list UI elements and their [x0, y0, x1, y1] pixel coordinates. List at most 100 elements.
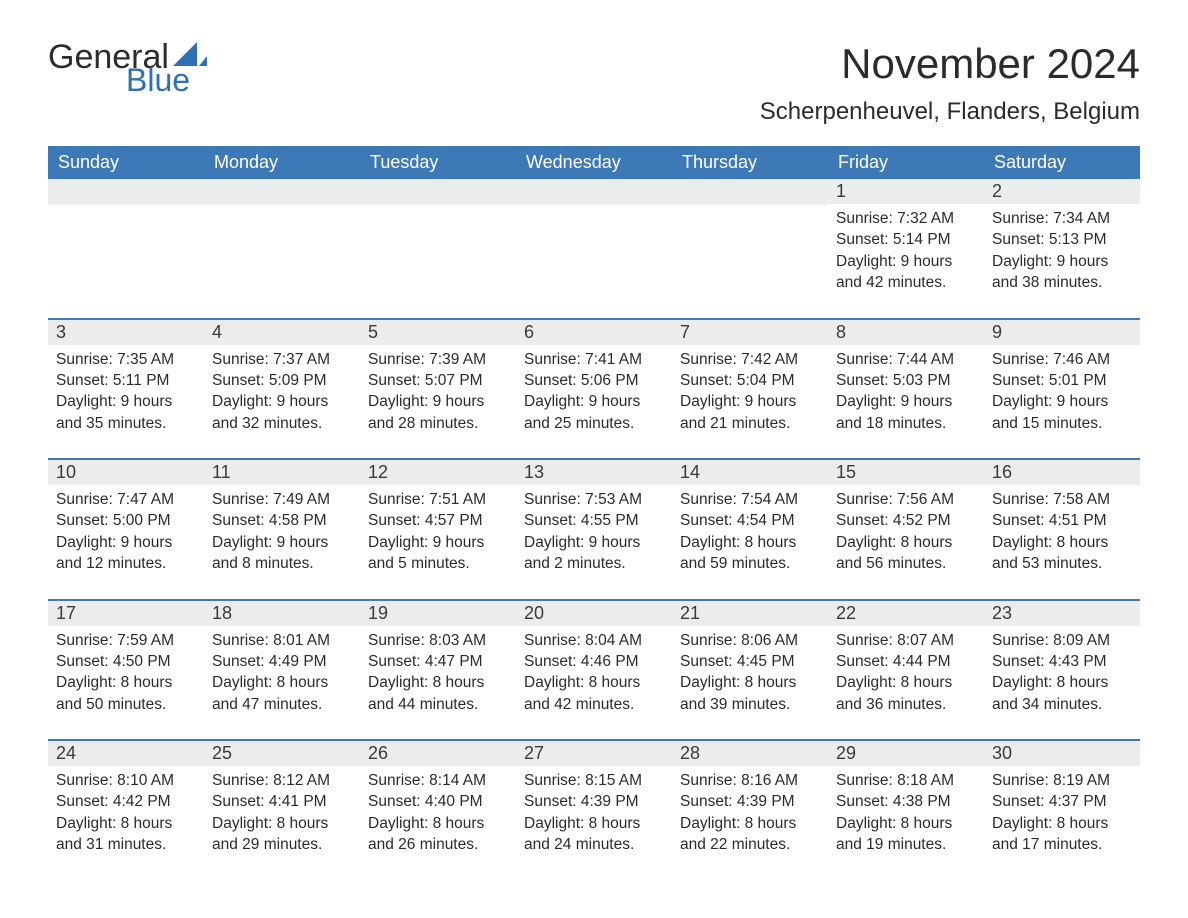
day-cell: 25Sunrise: 8:12 AMSunset: 4:41 PMDayligh…: [204, 741, 360, 862]
day-details: Sunrise: 7:39 AMSunset: 5:07 PMDaylight:…: [360, 345, 516, 441]
sunset-text: Sunset: 4:39 PM: [680, 791, 820, 812]
sunset-text: Sunset: 4:40 PM: [368, 791, 508, 812]
day-number: 22: [828, 601, 984, 626]
day-cell: 29Sunrise: 8:18 AMSunset: 4:38 PMDayligh…: [828, 741, 984, 862]
day-details: Sunrise: 7:53 AMSunset: 4:55 PMDaylight:…: [516, 485, 672, 581]
sunset-text: Sunset: 5:06 PM: [524, 370, 664, 391]
day-cell: 27Sunrise: 8:15 AMSunset: 4:39 PMDayligh…: [516, 741, 672, 862]
sunset-text: Sunset: 5:07 PM: [368, 370, 508, 391]
day-cell: 18Sunrise: 8:01 AMSunset: 4:49 PMDayligh…: [204, 601, 360, 722]
day-details: Sunrise: 8:12 AMSunset: 4:41 PMDaylight:…: [204, 766, 360, 862]
sunset-text: Sunset: 4:38 PM: [836, 791, 976, 812]
day-cell: 12Sunrise: 7:51 AMSunset: 4:57 PMDayligh…: [360, 460, 516, 581]
sunrise-text: Sunrise: 7:59 AM: [56, 630, 196, 651]
day-details: Sunrise: 8:18 AMSunset: 4:38 PMDaylight:…: [828, 766, 984, 862]
weekday-tuesday: Tuesday: [360, 146, 516, 179]
day-details: Sunrise: 7:41 AMSunset: 5:06 PMDaylight:…: [516, 345, 672, 441]
day-details: Sunrise: 7:37 AMSunset: 5:09 PMDaylight:…: [204, 345, 360, 441]
daylight-text: Daylight: 9 hours and 2 minutes.: [524, 532, 664, 575]
sunrise-text: Sunrise: 8:04 AM: [524, 630, 664, 651]
day-number: 16: [984, 460, 1140, 485]
day-cell: 14Sunrise: 7:54 AMSunset: 4:54 PMDayligh…: [672, 460, 828, 581]
daylight-text: Daylight: 9 hours and 5 minutes.: [368, 532, 508, 575]
day-details: Sunrise: 7:51 AMSunset: 4:57 PMDaylight:…: [360, 485, 516, 581]
day-number: 30: [984, 741, 1140, 766]
daylight-text: Daylight: 8 hours and 59 minutes.: [680, 532, 820, 575]
sunrise-text: Sunrise: 7:47 AM: [56, 489, 196, 510]
day-number: 1: [828, 179, 984, 204]
sunrise-text: Sunrise: 7:35 AM: [56, 349, 196, 370]
day-cell: 5Sunrise: 7:39 AMSunset: 5:07 PMDaylight…: [360, 320, 516, 441]
daylight-text: Daylight: 9 hours and 42 minutes.: [836, 251, 976, 294]
daylight-text: Daylight: 8 hours and 31 minutes.: [56, 813, 196, 856]
day-details: Sunrise: 7:42 AMSunset: 5:04 PMDaylight:…: [672, 345, 828, 441]
day-details: Sunrise: 7:32 AMSunset: 5:14 PMDaylight:…: [828, 204, 984, 300]
day-cell: 30Sunrise: 8:19 AMSunset: 4:37 PMDayligh…: [984, 741, 1140, 862]
sunset-text: Sunset: 5:00 PM: [56, 510, 196, 531]
daylight-text: Daylight: 8 hours and 42 minutes.: [524, 672, 664, 715]
sunrise-text: Sunrise: 8:14 AM: [368, 770, 508, 791]
daylight-text: Daylight: 8 hours and 36 minutes.: [836, 672, 976, 715]
day-details: Sunrise: 8:10 AMSunset: 4:42 PMDaylight:…: [48, 766, 204, 862]
day-cell: 4Sunrise: 7:37 AMSunset: 5:09 PMDaylight…: [204, 320, 360, 441]
daylight-text: Daylight: 9 hours and 12 minutes.: [56, 532, 196, 575]
sunset-text: Sunset: 5:14 PM: [836, 229, 976, 250]
daylight-text: Daylight: 8 hours and 19 minutes.: [836, 813, 976, 856]
sunrise-text: Sunrise: 7:56 AM: [836, 489, 976, 510]
day-cell: 9Sunrise: 7:46 AMSunset: 5:01 PMDaylight…: [984, 320, 1140, 441]
day-number: 4: [204, 320, 360, 345]
sunrise-text: Sunrise: 8:03 AM: [368, 630, 508, 651]
week-row: 1Sunrise: 7:32 AMSunset: 5:14 PMDaylight…: [48, 179, 1140, 300]
day-details: Sunrise: 8:07 AMSunset: 4:44 PMDaylight:…: [828, 626, 984, 722]
day-number: 17: [48, 601, 204, 626]
daylight-text: Daylight: 9 hours and 21 minutes.: [680, 391, 820, 434]
daylight-text: Daylight: 9 hours and 28 minutes.: [368, 391, 508, 434]
day-number: 19: [360, 601, 516, 626]
day-cell: 13Sunrise: 7:53 AMSunset: 4:55 PMDayligh…: [516, 460, 672, 581]
weekday-friday: Friday: [828, 146, 984, 179]
sunrise-text: Sunrise: 7:58 AM: [992, 489, 1132, 510]
daylight-text: Daylight: 8 hours and 47 minutes.: [212, 672, 352, 715]
day-cell: 22Sunrise: 8:07 AMSunset: 4:44 PMDayligh…: [828, 601, 984, 722]
week-row: 3Sunrise: 7:35 AMSunset: 5:11 PMDaylight…: [48, 318, 1140, 441]
daylight-text: Daylight: 8 hours and 17 minutes.: [992, 813, 1132, 856]
day-details: Sunrise: 8:16 AMSunset: 4:39 PMDaylight:…: [672, 766, 828, 862]
day-cell: 17Sunrise: 7:59 AMSunset: 4:50 PMDayligh…: [48, 601, 204, 722]
brand-logo: General Blue: [48, 40, 207, 96]
daylight-text: Daylight: 9 hours and 25 minutes.: [524, 391, 664, 434]
daylight-text: Daylight: 8 hours and 53 minutes.: [992, 532, 1132, 575]
day-number: 6: [516, 320, 672, 345]
weeks-container: 1Sunrise: 7:32 AMSunset: 5:14 PMDaylight…: [48, 179, 1140, 862]
day-number: 20: [516, 601, 672, 626]
daylight-text: Daylight: 8 hours and 26 minutes.: [368, 813, 508, 856]
sunset-text: Sunset: 4:57 PM: [368, 510, 508, 531]
sunset-text: Sunset: 4:43 PM: [992, 651, 1132, 672]
daylight-text: Daylight: 9 hours and 35 minutes.: [56, 391, 196, 434]
day-cell: [48, 179, 204, 300]
daylight-text: Daylight: 9 hours and 18 minutes.: [836, 391, 976, 434]
sunrise-text: Sunrise: 8:15 AM: [524, 770, 664, 791]
day-cell: 16Sunrise: 7:58 AMSunset: 4:51 PMDayligh…: [984, 460, 1140, 581]
day-details: Sunrise: 7:35 AMSunset: 5:11 PMDaylight:…: [48, 345, 204, 441]
sunrise-text: Sunrise: 8:10 AM: [56, 770, 196, 791]
sunset-text: Sunset: 4:52 PM: [836, 510, 976, 531]
sunset-text: Sunset: 4:47 PM: [368, 651, 508, 672]
day-details: Sunrise: 7:56 AMSunset: 4:52 PMDaylight:…: [828, 485, 984, 581]
day-details: Sunrise: 8:14 AMSunset: 4:40 PMDaylight:…: [360, 766, 516, 862]
day-number: [48, 179, 204, 205]
daylight-text: Daylight: 8 hours and 50 minutes.: [56, 672, 196, 715]
sunset-text: Sunset: 4:55 PM: [524, 510, 664, 531]
sunrise-text: Sunrise: 8:12 AM: [212, 770, 352, 791]
day-number: 9: [984, 320, 1140, 345]
day-number: 25: [204, 741, 360, 766]
day-number: 28: [672, 741, 828, 766]
day-cell: [672, 179, 828, 300]
daylight-text: Daylight: 8 hours and 24 minutes.: [524, 813, 664, 856]
day-number: 8: [828, 320, 984, 345]
calendar: Sunday Monday Tuesday Wednesday Thursday…: [48, 146, 1140, 862]
sunrise-text: Sunrise: 7:53 AM: [524, 489, 664, 510]
sunset-text: Sunset: 4:54 PM: [680, 510, 820, 531]
day-details: Sunrise: 8:04 AMSunset: 4:46 PMDaylight:…: [516, 626, 672, 722]
daylight-text: Daylight: 9 hours and 32 minutes.: [212, 391, 352, 434]
brand-text-blue: Blue: [126, 64, 190, 96]
